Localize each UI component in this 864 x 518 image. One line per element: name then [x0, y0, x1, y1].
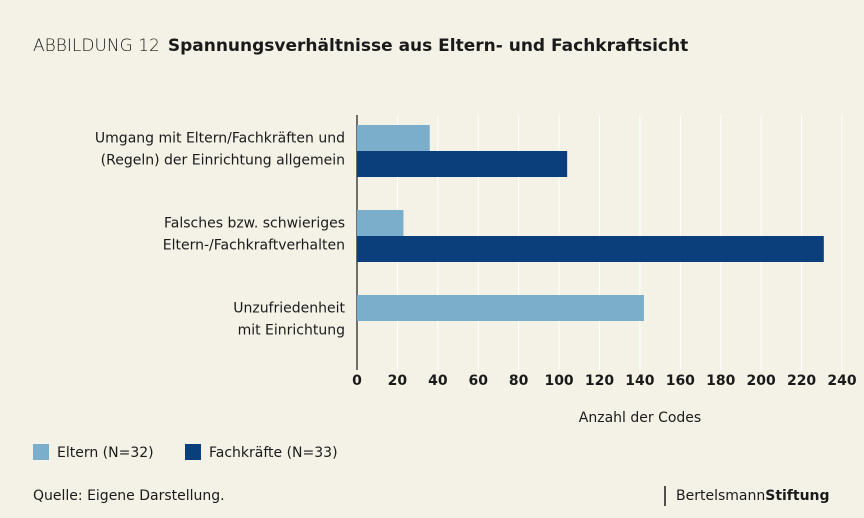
- legend-swatch: [33, 444, 49, 460]
- x-tick-label: 200: [747, 373, 776, 389]
- x-tick-label: 0: [352, 373, 362, 389]
- legend-swatch: [185, 444, 201, 460]
- y-tick-label: Falsches bzw. schwieriges Eltern-/Fachkra…: [163, 216, 345, 254]
- x-tick-label: 20: [388, 373, 408, 389]
- x-tick-label: 100: [544, 373, 573, 389]
- x-tick-label: 220: [787, 373, 816, 389]
- title-main: Spannungsverhältnisse aus Eltern- und Fa…: [168, 36, 688, 56]
- source: Quelle: Eigene Darstellung.: [33, 488, 225, 504]
- x-tick-label: 240: [827, 373, 856, 389]
- legend-label: Eltern (N=32): [57, 445, 154, 461]
- logo-part: Bertelsmann: [676, 488, 765, 504]
- bar: [357, 236, 824, 262]
- bar: [357, 295, 644, 321]
- bar: [357, 210, 404, 236]
- x-tick-label: 120: [585, 373, 614, 389]
- x-axis-label: Anzahl der Codes: [579, 410, 701, 426]
- bar: [357, 151, 568, 177]
- x-tick-label: 40: [428, 373, 448, 389]
- legend-label: Fachkräfte (N=33): [209, 445, 338, 461]
- y-tick-label: Umgang mit Eltern/Fachkräften und (Regeln…: [95, 131, 345, 169]
- x-tick-label: 80: [509, 373, 529, 389]
- y-tick-label: Unzufriedenheit mit Einrichtung: [233, 301, 345, 339]
- x-tick-label: 160: [666, 373, 695, 389]
- bar: [357, 125, 430, 151]
- x-tick-label: 140: [625, 373, 654, 389]
- x-tick-label: 60: [469, 373, 489, 389]
- logo-part: Stiftung: [765, 488, 829, 504]
- chart-title: ABBILDUNG 12 Spannungsverhältnisse aus El…: [33, 36, 688, 56]
- logo: BertelsmannStiftung: [676, 488, 830, 504]
- x-tick-label: 180: [706, 373, 735, 389]
- title-prefix: ABBILDUNG 12: [33, 36, 160, 56]
